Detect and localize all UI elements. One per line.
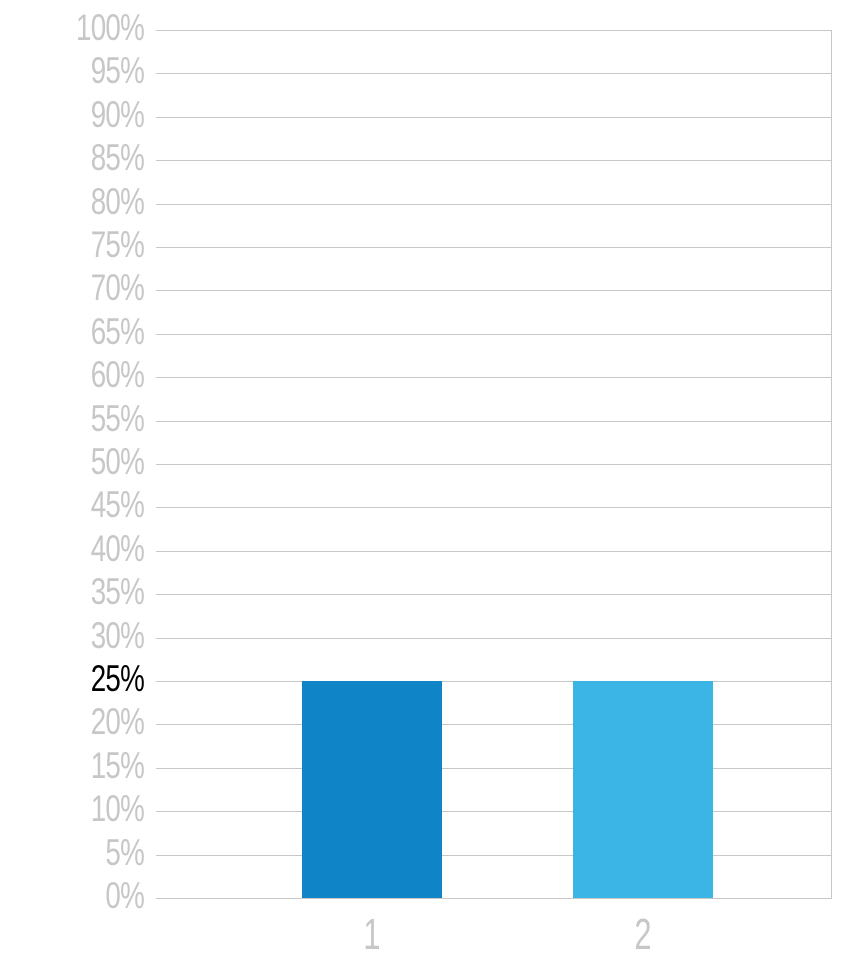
gridline xyxy=(156,377,832,378)
xtick-label: 1 xyxy=(344,910,400,960)
ytick-label: 65% xyxy=(48,311,144,353)
gridline xyxy=(156,30,832,31)
ytick-label: 15% xyxy=(48,745,144,787)
ytick-label: 90% xyxy=(48,94,144,136)
ytick-label: 55% xyxy=(48,398,144,440)
gridline xyxy=(156,421,832,422)
gridline xyxy=(156,247,832,248)
ytick-label: 35% xyxy=(48,571,144,613)
gridline xyxy=(156,73,832,74)
ytick-label: 40% xyxy=(48,528,144,570)
ytick-label: 5% xyxy=(48,832,144,874)
ytick-label: 30% xyxy=(48,615,144,657)
gridline xyxy=(156,724,832,725)
gridline xyxy=(156,638,832,639)
bar xyxy=(302,681,442,898)
gridline xyxy=(156,855,832,856)
gridline xyxy=(156,464,832,465)
ytick-label: 20% xyxy=(48,701,144,743)
gridline xyxy=(156,507,832,508)
ytick-label: 60% xyxy=(48,354,144,396)
ytick-label: 70% xyxy=(48,267,144,309)
ytick-label: 50% xyxy=(48,441,144,483)
ytick-label: 0% xyxy=(48,875,144,917)
gridline xyxy=(156,768,832,769)
gridline xyxy=(156,594,832,595)
gridline xyxy=(156,160,832,161)
ytick-label: 100% xyxy=(48,7,144,49)
ytick-label: 95% xyxy=(48,50,144,92)
ytick-label: 25% xyxy=(48,658,144,700)
gridline xyxy=(156,898,832,899)
gridline xyxy=(156,290,832,291)
ytick-label: 75% xyxy=(48,224,144,266)
gridline xyxy=(156,334,832,335)
ytick-label: 85% xyxy=(48,137,144,179)
gridline xyxy=(156,117,832,118)
ytick-label: 45% xyxy=(48,484,144,526)
ytick-label: 10% xyxy=(48,788,144,830)
gridline xyxy=(156,204,832,205)
bar-chart: 0%5%10%15%20%25%30%35%40%45%50%55%60%65%… xyxy=(0,0,867,980)
ytick-label: 80% xyxy=(48,181,144,223)
gridline xyxy=(156,551,832,552)
gridline xyxy=(156,811,832,812)
plot-area: 0%5%10%15%20%25%30%35%40%45%50%55%60%65%… xyxy=(156,30,832,898)
xtick-label: 2 xyxy=(615,910,671,960)
gridline xyxy=(156,681,832,682)
bar xyxy=(573,681,713,898)
